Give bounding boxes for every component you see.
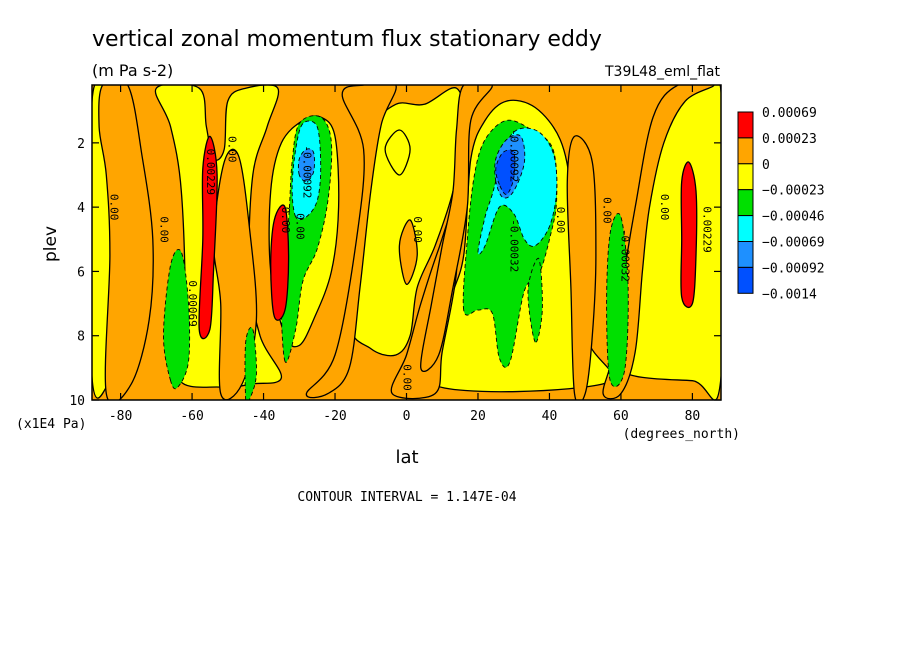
contour-region-7 bbox=[98, 85, 154, 400]
y-axis-units: (x1E4 Pa) bbox=[16, 417, 86, 432]
x-tick-label: 60 bbox=[613, 409, 629, 424]
contour-label-14: -0.00032 bbox=[619, 229, 632, 282]
colorbar: 0.00069 0.00023 0 −0.00023 −0.00046 −0.00069 −… bbox=[737, 106, 825, 302]
contour-label-4: 0.00 bbox=[225, 136, 238, 163]
colorbar-swatch bbox=[737, 137, 754, 165]
x-tick-label: 80 bbox=[685, 409, 701, 424]
contour-region-6 bbox=[384, 129, 411, 176]
y-tick-label: 6 bbox=[77, 265, 85, 280]
contour-region-19 bbox=[527, 258, 543, 343]
contour-label-2: 0.00069 bbox=[186, 280, 199, 326]
contour-interval: CONTOUR INTERVAL = 1.147E-04 bbox=[297, 490, 516, 505]
chart-title: vertical zonal momentum flux stationary … bbox=[92, 27, 602, 52]
colorbar-swatch bbox=[737, 163, 754, 191]
contour-label-13: 0.00 bbox=[601, 197, 614, 224]
x-axis: -80 -60 -40 -20 0 20 40 60 80 bbox=[109, 85, 700, 424]
contour-region-26 bbox=[198, 135, 218, 340]
colorbar-label: −0.00046 bbox=[762, 210, 825, 225]
contour-region-25 bbox=[495, 149, 516, 195]
colorbar-label: 0.00023 bbox=[762, 132, 817, 147]
colorbar-swatch bbox=[737, 189, 754, 217]
contour-region-27 bbox=[270, 204, 290, 321]
contour-label-5: 0.00 bbox=[279, 207, 292, 234]
colorbar-swatch bbox=[737, 215, 754, 243]
contour-label-16: 0.00229 bbox=[701, 206, 714, 252]
contour-label-7: -0.00092 bbox=[300, 145, 313, 198]
contour-region-22 bbox=[477, 127, 558, 255]
contour-region-20 bbox=[606, 212, 629, 388]
contour-label-0: 0.00 bbox=[107, 194, 120, 221]
colorbar-swatch bbox=[737, 241, 754, 268]
colorbar-label: −0.0014 bbox=[762, 287, 817, 302]
contour-region-12 bbox=[566, 135, 597, 400]
colorbar-label: 0 bbox=[762, 158, 770, 173]
y-tick-label: 8 bbox=[77, 330, 85, 345]
contour-region-15 bbox=[163, 249, 191, 390]
x-axis-units: (degrees_north) bbox=[623, 427, 740, 442]
x-axis-label: lat bbox=[395, 447, 418, 468]
contour-region-11 bbox=[420, 85, 493, 373]
colorbar-label: 0.00069 bbox=[762, 106, 817, 121]
contour-region-9 bbox=[305, 85, 397, 399]
y-axis: 2 4 6 8 10 bbox=[69, 137, 721, 409]
contour-region-17 bbox=[244, 326, 257, 400]
x-tick-label: 40 bbox=[542, 409, 558, 424]
contour-region-14 bbox=[398, 219, 418, 285]
contour-label-9: 0.00 bbox=[401, 364, 414, 391]
contour-label-12: 0.00 bbox=[554, 207, 567, 234]
colorbar-swatch bbox=[737, 111, 754, 139]
contour-region-23 bbox=[297, 148, 315, 182]
x-tick-label: -20 bbox=[323, 409, 346, 424]
x-tick-label: -40 bbox=[252, 409, 275, 424]
x-tick-label: 20 bbox=[470, 409, 486, 424]
contour-label-3: 0.00229 bbox=[204, 149, 217, 195]
y-tick-label: 4 bbox=[77, 201, 85, 216]
colorbar-label: −0.00092 bbox=[762, 261, 825, 276]
y-tick-label: 10 bbox=[69, 394, 85, 409]
x-tick-label: -80 bbox=[109, 409, 132, 424]
chart-units: (m Pa s-2) bbox=[92, 61, 173, 80]
y-tick-label: 2 bbox=[77, 137, 85, 152]
x-tick-label: -60 bbox=[180, 409, 203, 424]
colorbar-swatch bbox=[737, 266, 754, 294]
x-tick-label: 0 bbox=[403, 409, 411, 424]
contour-label-6: 0.00 bbox=[293, 213, 306, 240]
contour-label-1: 0.00 bbox=[157, 216, 170, 243]
colorbar-label: −0.00069 bbox=[762, 236, 825, 251]
contour-regions bbox=[92, 85, 721, 400]
colorbar-label: −0.00023 bbox=[762, 184, 825, 199]
contour-label-8: 0.00 bbox=[411, 216, 424, 243]
contour-region-28 bbox=[680, 161, 698, 309]
y-axis-label: plev bbox=[41, 226, 61, 262]
contour-label-10: -0.00092 bbox=[508, 129, 521, 182]
run-label: T39L48_eml_flat bbox=[604, 64, 721, 80]
contour-label-15: 0.00 bbox=[658, 194, 671, 221]
contour-label-11: -0.00032 bbox=[508, 219, 521, 272]
